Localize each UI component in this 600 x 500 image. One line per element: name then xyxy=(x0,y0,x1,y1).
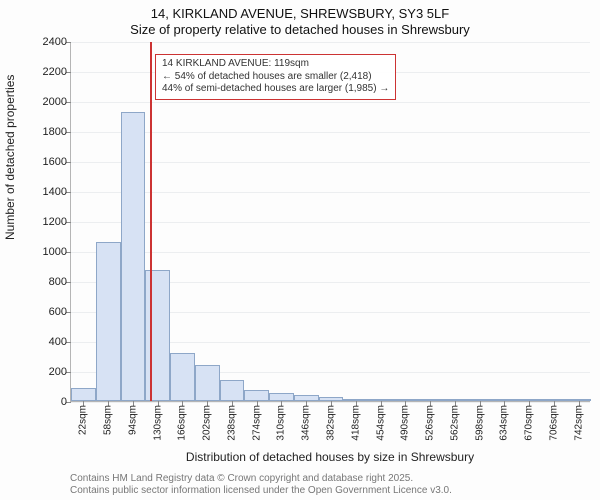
x-tick-label: 238sqm xyxy=(226,405,237,441)
x-tick-label: 742sqm xyxy=(573,405,584,441)
histogram-bar xyxy=(541,399,566,401)
histogram-bar xyxy=(566,399,591,401)
x-tick-label: 454sqm xyxy=(375,405,386,441)
x-tick-label: 382sqm xyxy=(326,405,337,441)
y-tick-label: 1800 xyxy=(43,126,67,138)
histogram-bar xyxy=(71,388,96,402)
annotation-line: ← 54% of detached houses are smaller (2,… xyxy=(162,71,389,84)
x-tick-label: 418sqm xyxy=(350,405,361,441)
histogram-bar xyxy=(195,365,220,401)
y-tick-label: 1600 xyxy=(43,156,67,168)
x-tick-label: 634sqm xyxy=(499,405,510,441)
histogram-bar xyxy=(121,112,146,402)
y-tick-label: 600 xyxy=(49,306,67,318)
y-tick-label: 2200 xyxy=(43,66,67,78)
x-tick-label: 670sqm xyxy=(524,405,535,441)
histogram-bar xyxy=(467,399,492,401)
y-tick-label: 400 xyxy=(49,336,67,348)
plot-area: 0200400600800100012001400160018002000220… xyxy=(70,42,590,402)
property-size-histogram: 14, KIRKLAND AVENUE, SHREWSBURY, SY3 5LF… xyxy=(0,0,600,500)
gridline xyxy=(71,222,590,223)
y-tick-label: 800 xyxy=(49,276,67,288)
annotation-line: 14 KIRKLAND AVENUE: 119sqm xyxy=(162,58,389,71)
x-tick-label: 706sqm xyxy=(548,405,559,441)
x-tick-label: 274sqm xyxy=(251,405,262,441)
annotation-line: 44% of semi-detached houses are larger (… xyxy=(162,83,389,96)
histogram-bar xyxy=(294,395,319,401)
histogram-bar xyxy=(343,399,368,401)
x-tick-label: 166sqm xyxy=(177,405,188,441)
histogram-bar xyxy=(170,353,195,401)
y-tick-label: 2000 xyxy=(43,96,67,108)
x-tick-label: 94sqm xyxy=(127,405,138,435)
y-tick-label: 1200 xyxy=(43,216,67,228)
histogram-bar xyxy=(492,399,517,401)
histogram-bar xyxy=(269,393,294,401)
histogram-bar xyxy=(145,270,170,401)
gridline xyxy=(71,132,590,133)
histogram-bar xyxy=(96,242,121,401)
x-tick-label: 58sqm xyxy=(103,405,114,435)
property-marker-line xyxy=(150,42,152,401)
gridline xyxy=(71,102,590,103)
y-tick-label: 2400 xyxy=(43,36,67,48)
x-tick-label: 130sqm xyxy=(152,405,163,441)
histogram-bar xyxy=(442,399,467,401)
histogram-bar xyxy=(393,399,418,401)
histogram-bar xyxy=(244,390,269,401)
y-tick-label: 1000 xyxy=(43,246,67,258)
y-tick-label: 200 xyxy=(49,366,67,378)
x-tick-label: 310sqm xyxy=(276,405,287,441)
gridline xyxy=(71,192,590,193)
footer-line2: Contains public sector information licen… xyxy=(70,485,452,496)
x-tick-label: 22sqm xyxy=(78,405,89,435)
x-tick-label: 562sqm xyxy=(449,405,460,441)
x-axis-label: Distribution of detached houses by size … xyxy=(70,450,590,464)
x-tick-label: 490sqm xyxy=(400,405,411,441)
histogram-bar xyxy=(319,397,344,401)
gridline xyxy=(71,42,590,43)
gridline xyxy=(71,162,590,163)
y-tick-label: 1400 xyxy=(43,186,67,198)
histogram-bar xyxy=(517,399,542,401)
footer-line1: Contains HM Land Registry data © Crown c… xyxy=(70,473,413,484)
chart-title-line1: 14, KIRKLAND AVENUE, SHREWSBURY, SY3 5LF xyxy=(0,6,600,21)
histogram-bar xyxy=(368,399,393,401)
chart-title-line2: Size of property relative to detached ho… xyxy=(0,22,600,37)
y-axis-label: Number of detached properties xyxy=(3,75,17,240)
x-tick-label: 346sqm xyxy=(301,405,312,441)
x-tick-label: 526sqm xyxy=(425,405,436,441)
x-tick-label: 202sqm xyxy=(202,405,213,441)
x-tick-label: 598sqm xyxy=(474,405,485,441)
histogram-bar xyxy=(220,380,245,401)
y-tick-label: 0 xyxy=(61,396,67,408)
gridline xyxy=(71,252,590,253)
annotation-callout: 14 KIRKLAND AVENUE: 119sqm← 54% of detac… xyxy=(155,54,396,100)
histogram-bar xyxy=(418,399,443,401)
